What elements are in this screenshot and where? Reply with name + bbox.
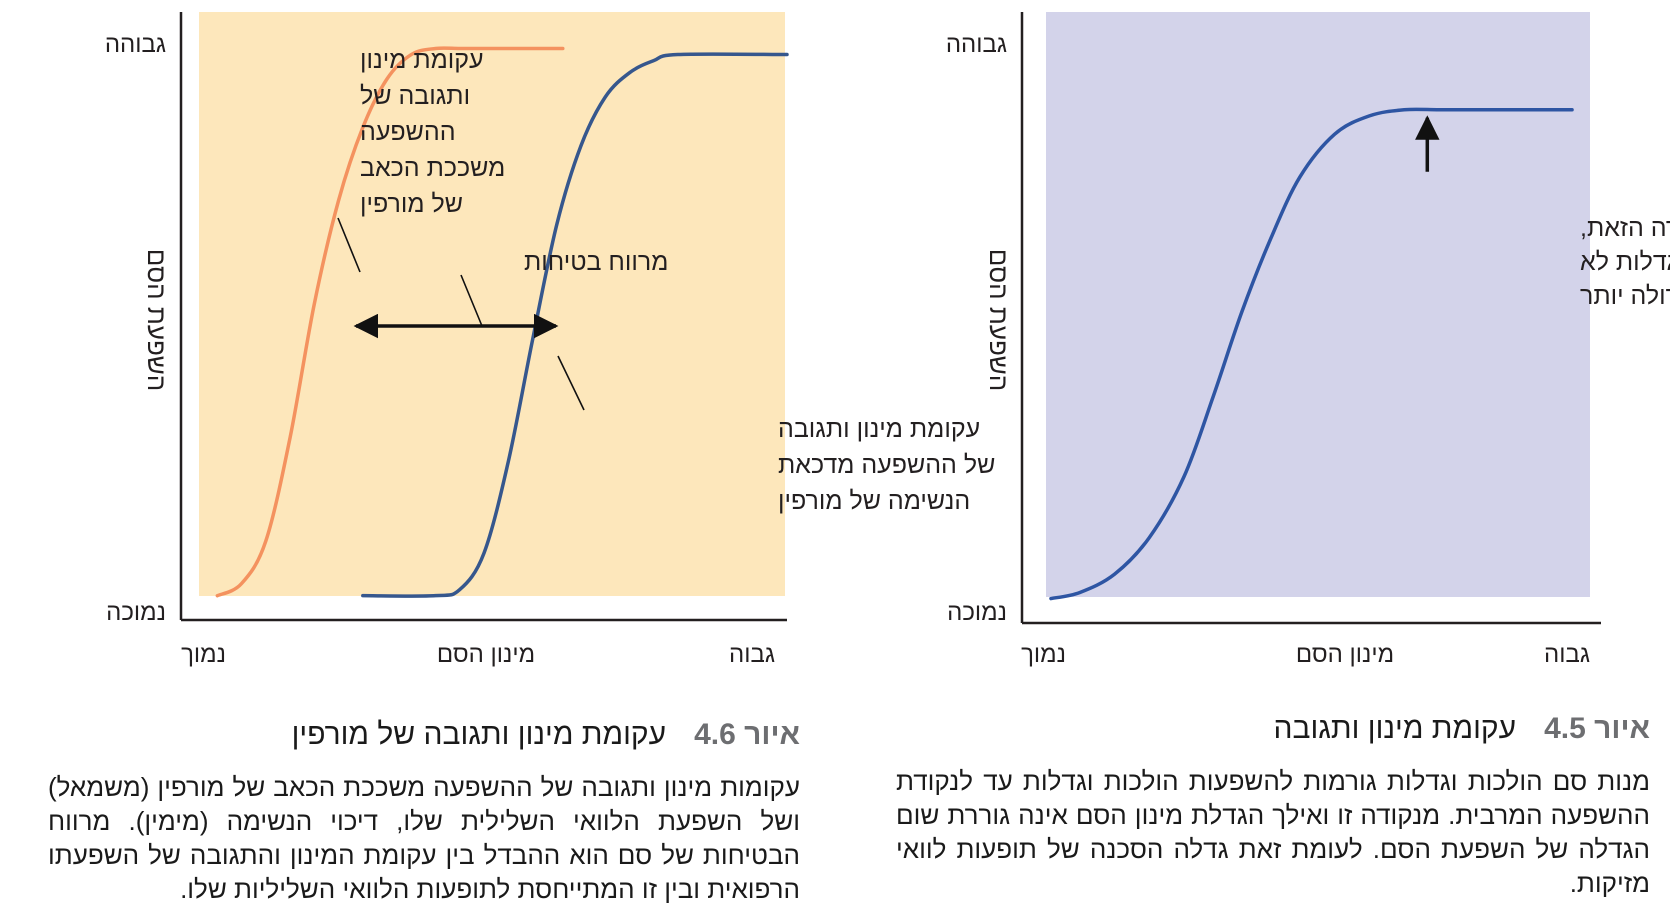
y-axis-label: השפעת הסם (142, 249, 172, 392)
dose-response-chart: גבוהה נמוכה השפעת הסם נמוך מינון הסם גבו… (946, 12, 1670, 668)
figure-caption-body: עקומות מינון ותגובה של ההשפעה משככת הכאב… (48, 772, 800, 904)
annotation-analgesic-curve: עקומת מינון ותגובה של ההשפעה משככת הכאב … (360, 46, 505, 218)
series-group (1049, 107, 1574, 601)
safety-margin-leader (460, 274, 483, 327)
annotation-respiratory-curve: עקומת מינון ותגובה של ההשפעה מדכאת הנשימ… (778, 415, 995, 515)
figure-number: איור 4.6 (694, 718, 800, 751)
figure-caption-title: איור 4.6 עקומת מינון ותגובה של מורפין (292, 718, 800, 752)
y-tick-high: גבוהה (946, 31, 1007, 58)
plot-background (199, 12, 785, 596)
figure-title: עקומת מינון ותגובה (1273, 712, 1517, 745)
annotation-line: עקומת מינון (360, 46, 484, 74)
series-group (215, 46, 789, 598)
annotation-line: של ההשפעה מדכאת (778, 451, 995, 479)
x-tick-high: גבוה (729, 641, 775, 668)
y-tick-low: נמוכה (947, 599, 1007, 626)
y-tick-low: נמוכה (106, 599, 166, 626)
x-tick-high: גבוה (1544, 641, 1590, 668)
annotation-line: של מורפין (360, 190, 463, 218)
plot-background (1046, 12, 1590, 597)
x-axis-label: מינון הסם (437, 641, 535, 668)
x-axis-label: מינון הסם (1296, 641, 1394, 668)
figure-number: איור 4.5 (1544, 712, 1650, 745)
series-line-2 (361, 52, 789, 598)
annotation-line: מעבר לנקודה הזאת, (1580, 214, 1670, 242)
x-tick-low: נמוך (181, 641, 226, 668)
annotation-line: ההשפעה (360, 118, 456, 146)
figure-caption-body: מנות סם הולכות וגדלות גורמות להשפעות הול… (896, 766, 1650, 898)
annotation-line: הנשימה של מורפין (778, 487, 970, 515)
figure-caption-title: איור 4.5 עקומת מינון ותגובה (1274, 712, 1651, 746)
x-tick-low: נמוך (1021, 641, 1066, 668)
series-line-1 (215, 46, 565, 598)
safety-margin-label: מרווח בטיחות (524, 248, 668, 276)
y-tick-high: גבוהה (105, 31, 166, 58)
annotation-line: ותגובה של (360, 82, 470, 110)
annotation-line: מנות סם מוגדלות לא (1580, 248, 1670, 276)
annotation-line: יגרמו השפעה גדולה יותר (1580, 282, 1670, 310)
annotation-line: עקומת מינון ותגובה (778, 415, 980, 443)
series-line-1 (1049, 107, 1574, 601)
annotation-line: משככת הכאב (360, 154, 505, 182)
y-axis-label: השפעת הסם (984, 249, 1014, 392)
annotation-plateau: מעבר לנקודה הזאת, מנות סם מוגדלות לא יגר… (1580, 214, 1670, 310)
figure-title: עקומת מינון ותגובה של מורפין (291, 718, 667, 751)
respiratory-leader (557, 355, 585, 411)
analgesic-leader (337, 217, 361, 273)
morphine-dose-response-chart: גבוהה נמוכה השפעת הסם נמוך מינון הסם גבו… (105, 12, 995, 668)
